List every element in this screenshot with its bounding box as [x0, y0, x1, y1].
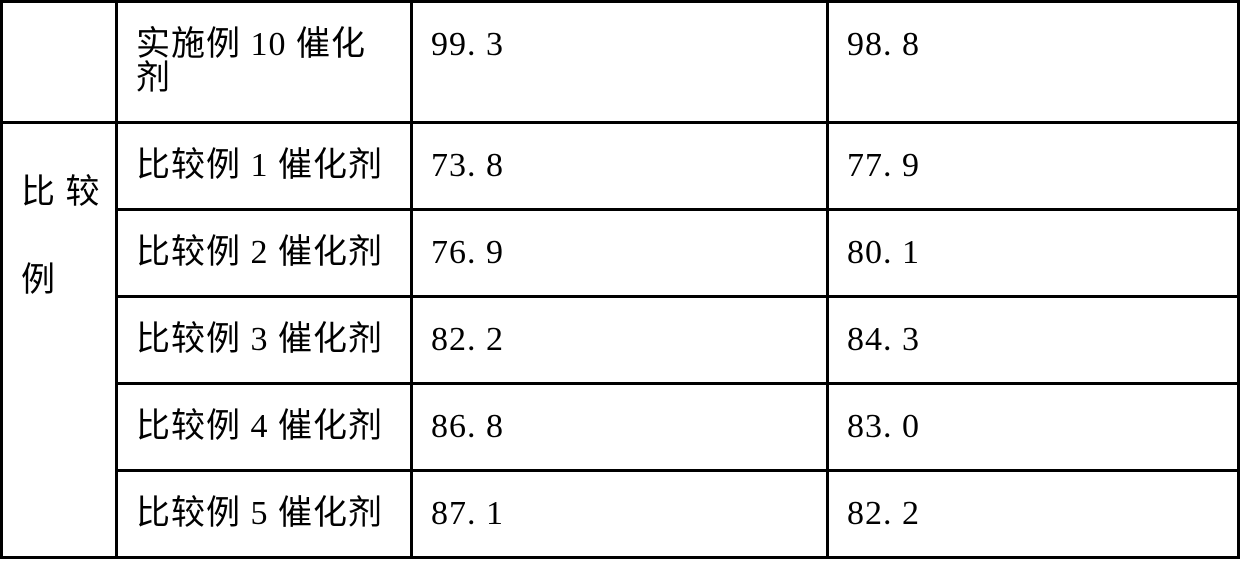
value-b-cell: 82. 2 [828, 471, 1239, 558]
catalyst-name-cell: 比较例 5 催化剂 [117, 471, 412, 558]
table-row: 比 较例 比较例 1 催化剂 73. 8 77. 9 [2, 123, 1239, 210]
catalyst-name-cell: 实施例 10 催化剂 [117, 2, 412, 123]
table-row: 比较例 4 催化剂 86. 8 83. 0 [2, 384, 1239, 471]
group-cell-blank [2, 2, 117, 123]
value-b-cell: 84. 3 [828, 297, 1239, 384]
catalyst-name-cell: 比较例 4 催化剂 [117, 384, 412, 471]
table-row: 比较例 2 催化剂 76. 9 80. 1 [2, 210, 1239, 297]
value-b-cell: 98. 8 [828, 2, 1239, 123]
value-b-cell: 80. 1 [828, 210, 1239, 297]
value-a-cell: 99. 3 [412, 2, 828, 123]
table-row: 实施例 10 催化剂 99. 3 98. 8 [2, 2, 1239, 123]
catalyst-name-cell: 比较例 1 催化剂 [117, 123, 412, 210]
value-b-cell: 83. 0 [828, 384, 1239, 471]
value-b-cell: 77. 9 [828, 123, 1239, 210]
data-table: 实施例 10 催化剂 99. 3 98. 8 比 较例 比较例 1 催化剂 73… [0, 0, 1240, 559]
catalyst-name-cell: 比较例 2 催化剂 [117, 210, 412, 297]
value-a-cell: 73. 8 [412, 123, 828, 210]
value-a-cell: 76. 9 [412, 210, 828, 297]
catalyst-name-cell: 比较例 3 催化剂 [117, 297, 412, 384]
value-a-cell: 86. 8 [412, 384, 828, 471]
value-a-cell: 82. 2 [412, 297, 828, 384]
table-row: 比较例 3 催化剂 82. 2 84. 3 [2, 297, 1239, 384]
group-label-cell: 比 较例 [2, 123, 117, 558]
value-a-cell: 87. 1 [412, 471, 828, 558]
table-row: 比较例 5 催化剂 87. 1 82. 2 [2, 471, 1239, 558]
